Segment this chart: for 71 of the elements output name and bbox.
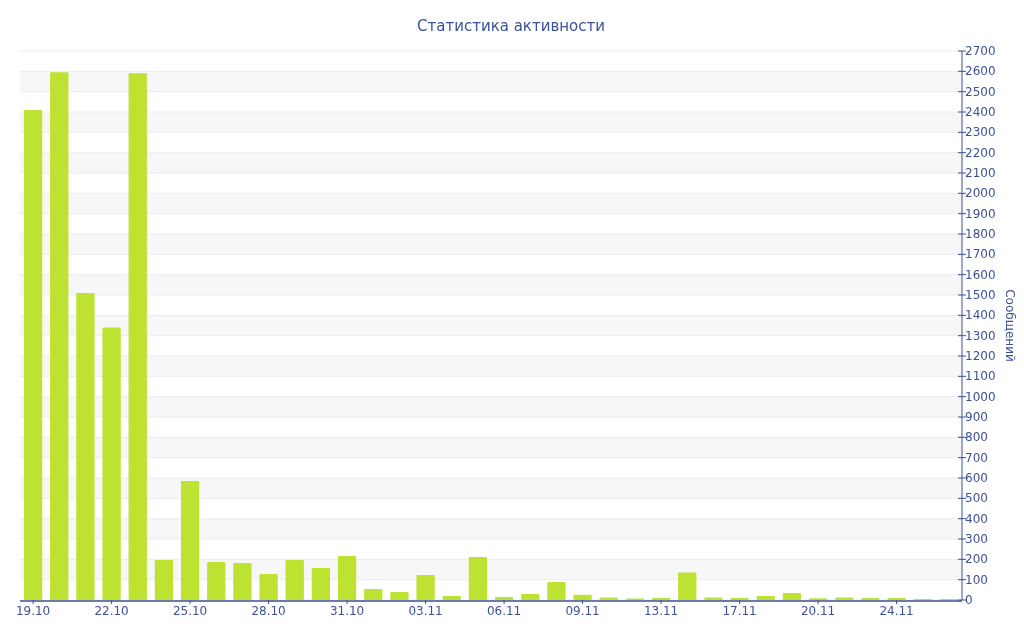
bar xyxy=(521,593,540,600)
bar xyxy=(494,596,514,600)
bar xyxy=(285,559,304,600)
bar xyxy=(128,73,147,600)
y-tick-label: 1700 xyxy=(965,247,996,262)
y-tick-label: 1500 xyxy=(965,288,996,302)
x-tick-label: 28.10 xyxy=(251,604,286,618)
y-tick-label: 300 xyxy=(965,532,988,546)
x-tick-label: 24.11 xyxy=(879,604,914,618)
y-tick-label: 500 xyxy=(965,491,988,506)
x-tick-label: 31.10 xyxy=(329,604,365,618)
y-tick-label: 2700 xyxy=(965,44,996,58)
x-tick-label: 17.11 xyxy=(722,604,757,618)
x-tick-label: 03.11 xyxy=(408,604,443,618)
bar xyxy=(364,589,383,600)
y-tick-label: 2400 xyxy=(965,105,996,119)
bar xyxy=(180,481,200,600)
y-tick-label: 200 xyxy=(965,552,988,567)
chart-title: Статистика активности xyxy=(417,17,605,35)
y-tick-label: 2600 xyxy=(965,64,996,79)
y-tick-label: 700 xyxy=(965,450,988,465)
y-tick-label: 600 xyxy=(965,471,988,485)
y-tick-label: 1100 xyxy=(965,369,996,384)
y-tick-label: 900 xyxy=(965,410,988,424)
y-tick-label: 1400 xyxy=(965,308,996,323)
bar xyxy=(154,559,174,600)
bar xyxy=(468,556,488,600)
bar xyxy=(573,594,592,600)
bar xyxy=(311,568,331,600)
bar xyxy=(861,597,880,600)
x-tick-label: 13.11 xyxy=(643,604,679,618)
y-tick-label: 2500 xyxy=(965,84,996,99)
bar xyxy=(756,595,775,600)
bar xyxy=(76,292,95,600)
y-tick-label: 1200 xyxy=(965,349,996,363)
bar xyxy=(337,556,357,600)
y-tick-label: 2300 xyxy=(965,125,996,140)
y-tick-label: 1600 xyxy=(965,267,996,282)
x-tick-label: 19.10 xyxy=(15,604,51,618)
bar xyxy=(207,561,226,600)
y-tick-label: 1800 xyxy=(965,227,996,241)
y-tick-label: 800 xyxy=(965,430,988,445)
bar xyxy=(678,572,697,600)
x-tick-label: 09.11 xyxy=(565,604,600,618)
bar xyxy=(782,592,802,600)
y-tick-label: 1900 xyxy=(965,206,996,221)
y-tick-label: 1300 xyxy=(965,328,996,343)
bar xyxy=(50,72,69,600)
y-axis-title: Сообщений xyxy=(1003,289,1017,362)
bar xyxy=(259,573,278,600)
y-tick-label: 0 xyxy=(965,593,973,607)
bar xyxy=(887,597,906,600)
bar xyxy=(416,574,435,600)
y-tick-label: 2100 xyxy=(965,166,996,180)
y-tick-label: 1000 xyxy=(965,389,996,404)
bar xyxy=(730,597,749,600)
bar xyxy=(102,327,121,600)
y-tick-label: 400 xyxy=(965,511,988,526)
x-tick-label: 25.10 xyxy=(172,604,208,618)
x-tick-label: 20.11 xyxy=(800,604,836,618)
bar xyxy=(233,562,252,600)
bar xyxy=(547,582,566,600)
y-tick-label: 100 xyxy=(965,572,988,587)
bar xyxy=(390,592,409,600)
x-tick-label: 22.10 xyxy=(94,604,129,618)
x-tick-label: 06.11 xyxy=(486,604,522,618)
y-tick-label: 2000 xyxy=(965,186,996,201)
y-tick-label: 2200 xyxy=(965,145,996,160)
bar xyxy=(651,597,671,600)
bar xyxy=(442,595,461,600)
bar xyxy=(23,109,43,600)
